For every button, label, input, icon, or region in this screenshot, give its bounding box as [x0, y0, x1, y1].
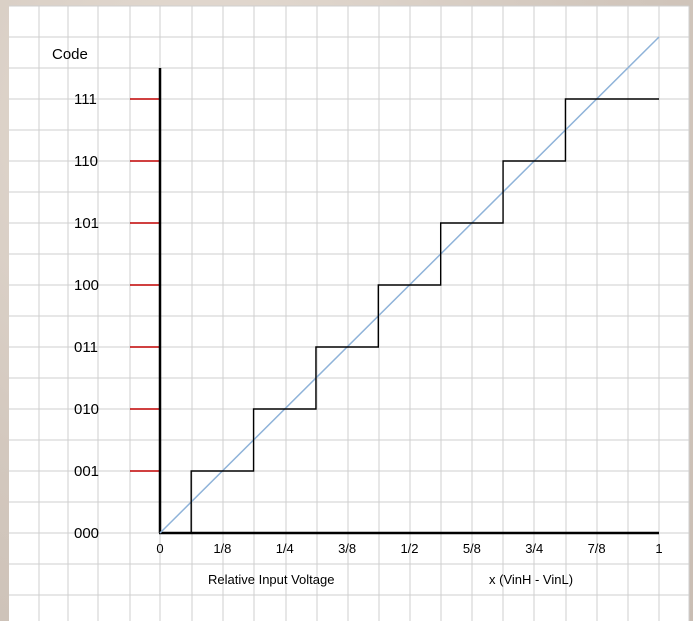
- x-tick-label: 3/8: [338, 541, 356, 556]
- x-tick-label: 0: [156, 541, 163, 556]
- code-label: 100: [74, 277, 99, 294]
- code-label: 010: [74, 401, 99, 418]
- code-label: 000: [74, 525, 99, 542]
- x-axis-title-right: x (VinH - VinL): [489, 572, 573, 587]
- x-tick-label: 1/4: [276, 541, 294, 556]
- code-label: 111: [74, 91, 97, 108]
- code-labels: 000 001 010 011 100 101 110 111: [74, 91, 99, 542]
- x-tick-label: 1/8: [213, 541, 231, 556]
- axes: [158, 68, 659, 535]
- code-label: 001: [74, 463, 99, 480]
- code-label: 110: [74, 153, 98, 170]
- x-tick-labels: 0 1/8 1/4 3/8 1/2 5/8 3/4 7/8 1: [156, 541, 662, 556]
- grid: [9, 5, 690, 621]
- graph-paper-sheet: [9, 6, 689, 621]
- x-tick-label: 1: [655, 541, 662, 556]
- code-ticks: [130, 98, 160, 472]
- code-label: 101: [74, 215, 99, 232]
- x-axis-title-left: Relative Input Voltage: [208, 572, 334, 587]
- y-axis-title: Code: [52, 46, 88, 63]
- x-tick-label: 7/8: [588, 541, 606, 556]
- code-label: 011: [74, 339, 98, 356]
- x-tick-label: 3/4: [525, 541, 543, 556]
- quantization-staircase: [190, 98, 659, 533]
- x-tick-label: 1/2: [400, 541, 418, 556]
- x-tick-label: 5/8: [463, 541, 481, 556]
